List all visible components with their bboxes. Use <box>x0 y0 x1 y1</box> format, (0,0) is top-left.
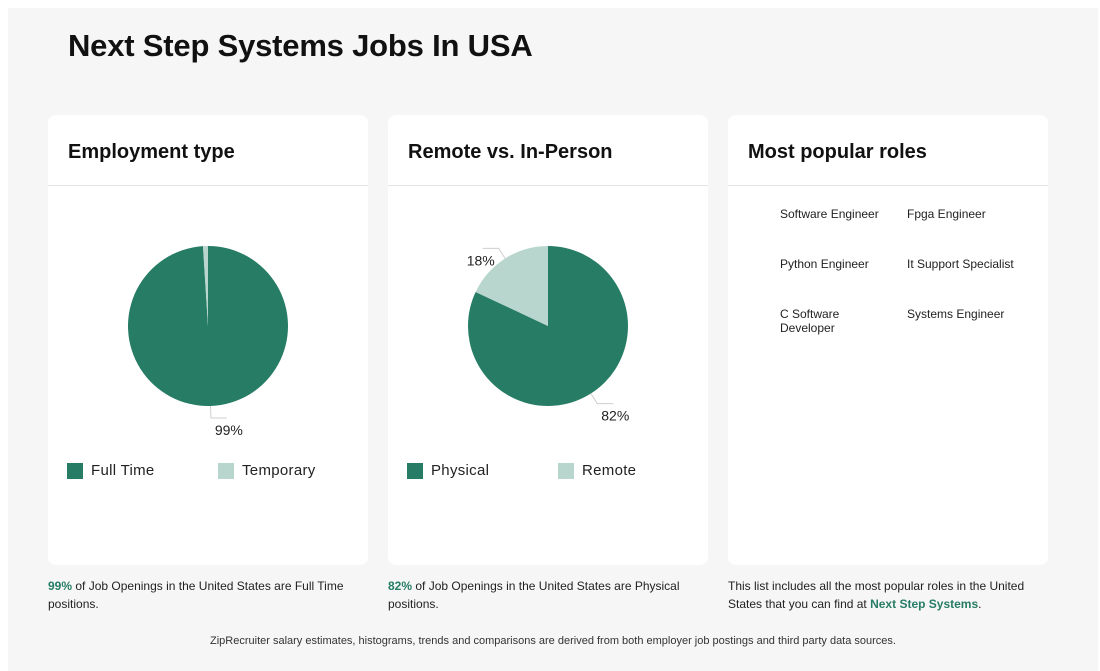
legend-item[interactable]: Physical <box>407 462 489 479</box>
remote-pie-chart: 82% 18% <box>467 246 629 424</box>
legend-label: Full Time <box>91 462 155 479</box>
legend-label: Remote <box>582 462 637 479</box>
remote-legend: Physical Remote <box>407 462 707 486</box>
employment-caption-pct: 99% <box>48 579 73 593</box>
legend-label: Temporary <box>242 462 316 479</box>
employment-type-card: Employment type 99% Full Time Temporary <box>48 115 368 565</box>
pie-slice-temporary <box>202 246 208 326</box>
pie-label-leader <box>210 405 227 419</box>
legend-label: Physical <box>431 462 490 479</box>
employment-card-title: Employment type <box>68 141 235 163</box>
pie-slice-remote <box>475 246 548 326</box>
page-frame: Next Step Systems Jobs In USA Employment… <box>8 8 1098 671</box>
role-item[interactable]: Systems Engineer <box>907 307 1005 321</box>
legend-item[interactable]: Remote <box>558 462 636 479</box>
employment-caption: 99% of Job Openings in the United States… <box>48 577 368 613</box>
pie-slice-full-time <box>128 246 289 407</box>
legend-swatch <box>218 462 234 479</box>
card-divider <box>48 185 368 186</box>
remote-caption: 82% of Job Openings in the United States… <box>388 577 708 613</box>
company-link[interactable]: Next Step Systems <box>870 597 979 611</box>
pie-label-leader <box>482 247 506 259</box>
employment-legend: Full Time Temporary <box>67 462 367 486</box>
pie-data-label: 99% <box>215 422 243 438</box>
roles-caption-text: This list includes all the most popular … <box>728 579 1025 611</box>
role-item[interactable]: Python Engineer <box>780 257 869 271</box>
legend-item[interactable]: Temporary <box>218 462 316 479</box>
remote-card-title: Remote vs. In-Person <box>408 141 613 163</box>
roles-caption: This list includes all the most popular … <box>728 577 1048 613</box>
role-item[interactable]: It Support Specialist <box>907 257 1014 271</box>
role-item[interactable]: Fpga Engineer <box>907 207 986 221</box>
employment-pie-chart: 99% <box>128 246 289 438</box>
roles-card-title: Most popular roles <box>748 141 927 163</box>
legend-swatch <box>67 462 83 479</box>
card-divider <box>388 185 708 186</box>
pie-data-label: 18% <box>467 252 495 268</box>
footer-note: ZipRecruiter salary estimates, histogram… <box>210 635 896 647</box>
legend-item[interactable]: Full Time <box>67 462 155 479</box>
role-item[interactable]: Software Engineer <box>780 207 879 221</box>
popular-roles-card: Most popular roles Software Engineer Fpg… <box>728 115 1048 565</box>
remote-caption-text: of Job Openings in the United States are… <box>388 579 680 611</box>
pie-label-leader <box>590 393 614 405</box>
employment-caption-text: of Job Openings in the United States are… <box>48 579 344 611</box>
role-item[interactable]: C Software Developer <box>780 307 840 335</box>
card-divider <box>728 185 1048 186</box>
roles-caption-end: . <box>978 597 982 611</box>
page-title: Next Step Systems Jobs In USA <box>68 28 533 63</box>
pie-data-label: 82% <box>601 408 629 424</box>
legend-swatch <box>558 462 574 479</box>
legend-swatch <box>407 462 423 479</box>
remote-caption-pct: 82% <box>388 579 413 593</box>
remote-card: Remote vs. In-Person 82% 18% Physical Remo… <box>388 115 708 565</box>
